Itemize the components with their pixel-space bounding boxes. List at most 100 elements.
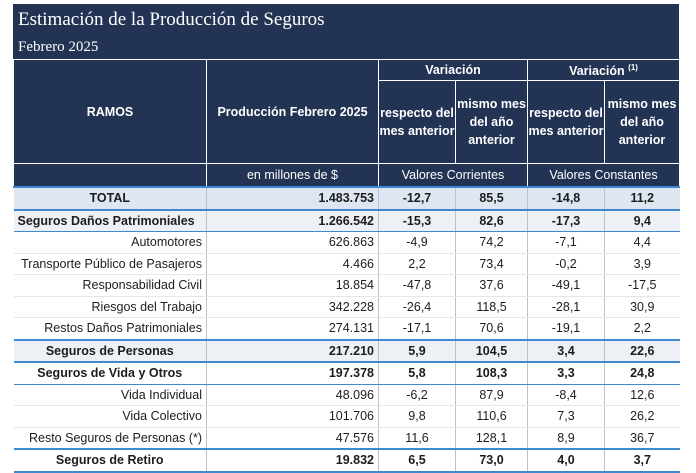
cell-corr-mes: -15,3 — [378, 208, 456, 232]
table-row: Vida Individual 48.096 -6,2 87,9 -8,4 12… — [13, 384, 680, 406]
table-row: Resto Seguros de Personas (*) 47.576 11,… — [13, 427, 680, 450]
cell-corr-mes: 11,6 — [378, 427, 456, 450]
row-label: Vida Colectivo — [13, 405, 207, 428]
cell-const-mes: 7,3 — [527, 405, 605, 428]
cell-produccion: 18.854 — [206, 274, 379, 297]
row-label: Automotores — [13, 231, 207, 254]
table-row: Vida Colectivo 101.706 9,8 110,6 7,3 26,… — [13, 405, 680, 428]
cell-corr-mes: 6,5 — [378, 448, 456, 473]
cell-const-mes: 4,0 — [527, 448, 605, 473]
header-ramos: RAMOS — [13, 59, 207, 164]
cell-const-anio: 12,6 — [604, 384, 680, 406]
row-label: Seguros de Retiro — [13, 448, 207, 473]
cell-const-anio: 2,2 — [604, 317, 680, 340]
cell-const-mes: -8,4 — [527, 384, 605, 406]
cell-produccion: 19.832 — [206, 448, 379, 473]
cell-const-mes: -7,1 — [527, 231, 605, 254]
cell-const-anio: 22,6 — [604, 338, 680, 363]
cell-corr-anio: 82,6 — [455, 208, 528, 232]
table-row-personas: Seguros de Personas 217.210 5,9 104,5 3,… — [13, 338, 680, 363]
cell-corr-anio: 70,6 — [455, 317, 528, 340]
cell-corr-mes: 5,8 — [378, 361, 456, 385]
header-variacion-corriente: Variación — [378, 58, 528, 82]
cell-corr-mes: -6,2 — [378, 384, 456, 406]
cell-produccion: 1.483.753 — [206, 186, 379, 211]
header-valores-constantes: Valores Constantes — [526, 163, 681, 188]
cell-const-anio: 11,2 — [604, 186, 680, 211]
cell-const-mes: 8,9 — [527, 427, 605, 450]
header-unidades: en millones de $ — [206, 163, 379, 188]
cell-produccion: 274.131 — [206, 317, 379, 340]
title-block: Estimación de la Producción de Seguros F… — [13, 4, 679, 59]
cell-produccion: 47.576 — [206, 427, 379, 450]
cell-corr-anio: 85,5 — [455, 186, 528, 211]
table-row-vida: Seguros de Vida y Otros 197.378 5,8 108,… — [13, 361, 680, 385]
row-label: Riesgos del Trabajo — [13, 296, 207, 318]
cell-const-anio: 30,9 — [604, 296, 680, 318]
cell-corr-mes: 5,9 — [378, 338, 456, 363]
header-mismo-mes: mismo mes del año anterior — [455, 80, 528, 164]
cell-corr-mes: 9,8 — [378, 405, 456, 428]
table-row: Restos Daños Patrimoniales 274.131 -17,1… — [13, 317, 680, 340]
footnote-marker: (1) — [628, 62, 638, 72]
cell-corr-anio: 73,0 — [455, 448, 528, 473]
table-row: Responsabilidad Civil 18.854 -47,8 37,6 … — [13, 274, 680, 297]
header-produccion: Producción Febrero 2025 — [206, 59, 379, 164]
table-row-retiro: Seguros de Retiro 19.832 6,5 73,0 4,0 3,… — [13, 448, 680, 473]
row-label: TOTAL — [13, 186, 207, 211]
cell-corr-anio: 37,6 — [455, 274, 528, 297]
report-title: Estimación de la Producción de Seguros — [18, 9, 325, 30]
cell-corr-mes: -47,8 — [378, 274, 456, 297]
cell-const-mes: 3,4 — [527, 338, 605, 363]
cell-const-mes: -14,8 — [527, 186, 605, 211]
cell-produccion: 197.378 — [206, 361, 379, 385]
cell-const-anio: 3,9 — [604, 253, 680, 275]
cell-const-mes: -28,1 — [527, 296, 605, 318]
cell-const-anio: 3,7 — [604, 448, 680, 473]
header-variacion-constante: Variación (1) — [526, 58, 681, 82]
cell-corr-anio: 87,9 — [455, 384, 528, 406]
table-row-total: TOTAL 1.483.753 -12,7 85,5 -14,8 11,2 — [13, 186, 680, 211]
header-respecto-mes-const: respecto del mes anterior — [527, 80, 605, 164]
cell-corr-mes: -4,9 — [378, 231, 456, 254]
row-label: Resto Seguros de Personas (*) — [13, 427, 207, 450]
cell-corr-anio: 73,4 — [455, 253, 528, 275]
row-label: Seguros de Personas — [13, 338, 207, 363]
cell-corr-anio: 110,6 — [455, 405, 528, 428]
cell-const-anio: 9,4 — [604, 208, 680, 232]
cell-corr-anio: 108,3 — [455, 361, 528, 385]
cell-produccion: 4.466 — [206, 253, 379, 275]
cell-const-anio: 4,4 — [604, 231, 680, 254]
cell-produccion: 626.863 — [206, 231, 379, 254]
cell-const-mes: -0,2 — [527, 253, 605, 275]
table-row: Riesgos del Trabajo 342.228 -26,4 118,5 … — [13, 296, 680, 318]
cell-corr-mes: -26,4 — [378, 296, 456, 318]
cell-corr-anio: 118,5 — [455, 296, 528, 318]
row-label: Responsabilidad Civil — [13, 274, 207, 297]
cell-corr-anio: 128,1 — [455, 427, 528, 450]
production-table: RAMOS Producción Febrero 2025 Variación … — [13, 58, 681, 473]
cell-produccion: 217.210 — [206, 338, 379, 363]
header-blank — [13, 163, 207, 188]
cell-produccion: 48.096 — [206, 384, 379, 406]
cell-corr-anio: 104,5 — [455, 338, 528, 363]
cell-produccion: 101.706 — [206, 405, 379, 428]
header-respecto-mes: respecto del mes anterior — [378, 80, 456, 164]
row-label: Transporte Público de Pasajeros — [13, 253, 207, 275]
cell-produccion: 342.228 — [206, 296, 379, 318]
cell-const-mes: -19,1 — [527, 317, 605, 340]
cell-corr-mes: 2,2 — [378, 253, 456, 275]
cell-const-anio: 24,8 — [604, 361, 680, 385]
row-label: Seguros Daños Patrimoniales — [13, 208, 207, 232]
cell-const-mes: -17,3 — [527, 208, 605, 232]
header-mismo-mes-const: mismo mes del año anterior — [603, 80, 681, 164]
cell-const-mes: -49,1 — [527, 274, 605, 297]
cell-corr-mes: -17,1 — [378, 317, 456, 340]
cell-produccion: 1.266.542 — [206, 208, 379, 232]
cell-corr-anio: 74,2 — [455, 231, 528, 254]
report-subtitle: Febrero 2025 — [18, 39, 99, 55]
header-valores-corrientes: Valores Corrientes — [378, 163, 528, 188]
cell-const-anio: 26,2 — [604, 405, 680, 428]
table-row: Automotores 626.863 -4,9 74,2 -7,1 4,4 — [13, 231, 680, 254]
cell-const-anio: 36,7 — [604, 427, 680, 450]
